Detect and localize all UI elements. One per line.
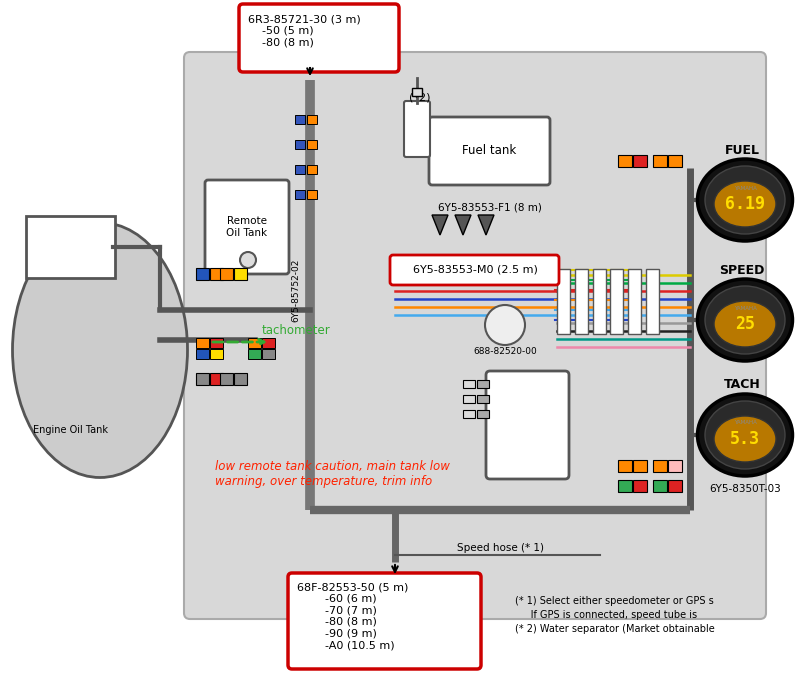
Bar — [210, 349, 223, 359]
Text: Remote
Oil Tank: Remote Oil Tank — [226, 216, 267, 238]
Text: YAMAHA: YAMAHA — [733, 305, 757, 311]
Text: 25: 25 — [735, 315, 755, 333]
Text: low remote tank caution, main tank low
warning, over temperature, trim info: low remote tank caution, main tank low w… — [215, 460, 450, 488]
Polygon shape — [478, 215, 494, 235]
Text: 6Y5-85752-02: 6Y5-85752-02 — [291, 259, 300, 322]
Bar — [295, 140, 305, 149]
Ellipse shape — [705, 286, 785, 354]
Text: tachometer: tachometer — [262, 324, 330, 336]
Text: TACH: TACH — [724, 378, 761, 391]
Ellipse shape — [697, 394, 792, 476]
Ellipse shape — [705, 401, 785, 469]
FancyBboxPatch shape — [429, 117, 550, 185]
Bar — [610, 269, 623, 334]
Ellipse shape — [697, 159, 792, 241]
Bar — [618, 480, 632, 492]
Bar — [628, 269, 641, 334]
Bar — [477, 410, 489, 418]
Bar — [653, 480, 667, 492]
Text: 688-82520-00: 688-82520-00 — [473, 347, 537, 357]
Bar — [262, 349, 275, 359]
Text: FUEL: FUEL — [724, 144, 759, 156]
Text: YAMAHA: YAMAHA — [733, 185, 757, 190]
Circle shape — [485, 305, 525, 345]
Bar — [234, 373, 247, 385]
Ellipse shape — [697, 279, 792, 361]
FancyBboxPatch shape — [486, 371, 569, 479]
Bar — [633, 155, 647, 167]
Bar — [196, 338, 209, 348]
Bar — [262, 338, 275, 348]
Bar — [646, 269, 659, 334]
Text: 6.19: 6.19 — [725, 195, 765, 213]
Bar — [575, 269, 588, 334]
Bar — [463, 395, 475, 403]
FancyBboxPatch shape — [404, 101, 430, 157]
Bar — [653, 460, 667, 472]
Bar — [618, 460, 632, 472]
Polygon shape — [432, 215, 448, 235]
Bar — [668, 155, 682, 167]
Bar — [653, 155, 667, 167]
Bar — [210, 373, 223, 385]
Text: YAMAHA: YAMAHA — [733, 420, 757, 426]
Ellipse shape — [705, 166, 785, 234]
Bar — [307, 190, 317, 199]
Bar — [196, 373, 209, 385]
Bar — [593, 269, 606, 334]
Bar — [477, 395, 489, 403]
Bar — [295, 190, 305, 199]
FancyBboxPatch shape — [390, 255, 559, 285]
Ellipse shape — [714, 416, 776, 462]
Bar — [307, 115, 317, 124]
Circle shape — [240, 252, 256, 268]
Text: 68F-82553-50 (5 m)
        -60 (6 m)
        -70 (7 m)
        -80 (8 m)
       : 68F-82553-50 (5 m) -60 (6 m) -70 (7 m) -… — [297, 582, 408, 650]
Text: 6Y5-83553-F1 (8 m): 6Y5-83553-F1 (8 m) — [438, 203, 542, 213]
Text: SPEED: SPEED — [720, 263, 765, 276]
Bar — [668, 460, 682, 472]
Ellipse shape — [714, 181, 776, 227]
Bar — [234, 268, 247, 280]
Bar — [248, 338, 261, 348]
Text: Engine Oil Tank: Engine Oil Tank — [32, 425, 108, 435]
Bar — [307, 140, 317, 149]
FancyBboxPatch shape — [288, 573, 481, 669]
Bar — [463, 410, 475, 418]
Text: (* 1) Select either speedometer or GPS s: (* 1) Select either speedometer or GPS s — [515, 596, 714, 606]
Text: 5.3: 5.3 — [730, 430, 760, 448]
Text: If GPS is connected, speed tube is: If GPS is connected, speed tube is — [515, 610, 697, 620]
Text: (* 2) Water separator (Market obtainable: (* 2) Water separator (Market obtainable — [515, 624, 715, 634]
Bar — [618, 155, 632, 167]
Bar — [633, 480, 647, 492]
Bar — [307, 165, 317, 174]
FancyBboxPatch shape — [184, 52, 766, 619]
Bar — [295, 115, 305, 124]
Text: Fuel tank: Fuel tank — [462, 144, 516, 158]
Bar — [196, 349, 209, 359]
FancyBboxPatch shape — [26, 216, 115, 278]
FancyBboxPatch shape — [205, 180, 289, 274]
Text: (*2): (*2) — [409, 92, 431, 102]
Bar — [220, 373, 233, 385]
Bar — [196, 268, 209, 280]
Bar — [295, 165, 305, 174]
Bar — [633, 460, 647, 472]
Polygon shape — [455, 215, 471, 235]
Bar — [210, 268, 223, 280]
Bar — [248, 349, 261, 359]
Text: 6R3-85721-30 (3 m)
    -50 (5 m)
    -80 (8 m): 6R3-85721-30 (3 m) -50 (5 m) -80 (8 m) — [248, 14, 361, 47]
Bar — [463, 380, 475, 388]
Ellipse shape — [714, 301, 776, 347]
Ellipse shape — [13, 223, 188, 477]
Bar — [557, 269, 570, 334]
Text: 6Y5-8350T-03: 6Y5-8350T-03 — [709, 484, 781, 494]
Text: Speed hose (* 1): Speed hose (* 1) — [456, 543, 543, 553]
Bar — [210, 338, 223, 348]
Bar — [412, 88, 422, 96]
Bar — [220, 268, 233, 280]
Text: 6Y5-83553-M0 (2.5 m): 6Y5-83553-M0 (2.5 m) — [413, 265, 538, 275]
Bar — [477, 380, 489, 388]
FancyBboxPatch shape — [239, 4, 399, 72]
Bar — [668, 480, 682, 492]
